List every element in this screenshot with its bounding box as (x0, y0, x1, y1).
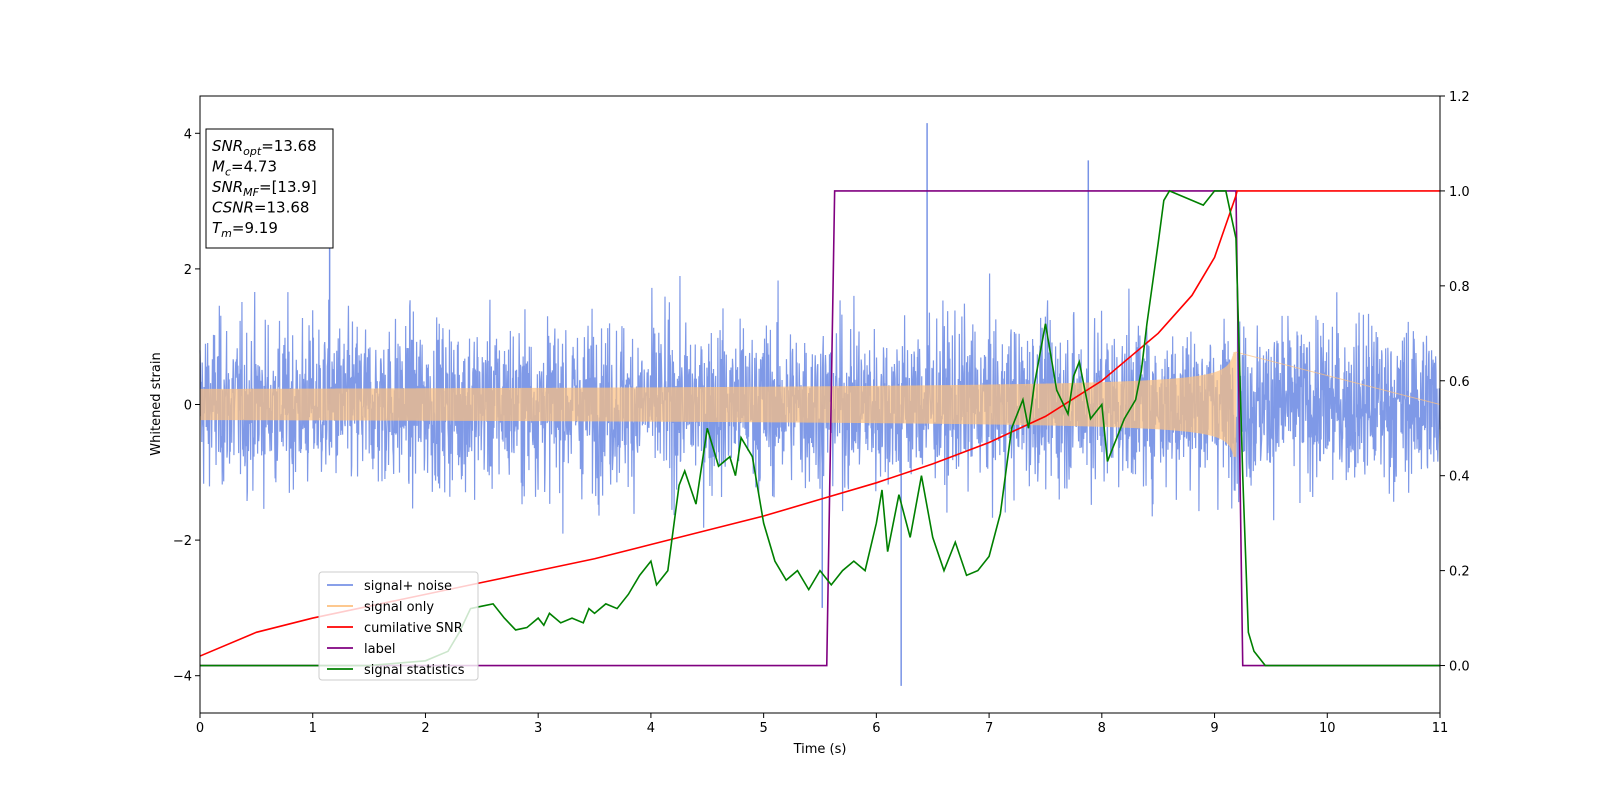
legend-frame (318, 571, 479, 681)
x-tick-label: 3 (534, 721, 542, 736)
x-tick-label: 11 (1432, 721, 1449, 736)
y2-tick-label: 0.2 (1449, 565, 1470, 580)
legend-entry: cumilative SNR (364, 621, 463, 636)
x-tick-label: 10 (1319, 721, 1336, 736)
y-tick-label: 4 (184, 127, 192, 142)
plot-area (199, 123, 1441, 686)
series-signal-statistics (200, 189, 1440, 667)
y2-tick-label: 1.0 (1449, 185, 1470, 200)
x-axis-label: Time (s) (793, 742, 847, 757)
y-tick-label: −2 (173, 534, 192, 549)
series-signal-only (199, 351, 1441, 457)
info-line: SNRMF=[13.9] (212, 178, 317, 199)
y-axis-label: Whitened strain (149, 352, 164, 455)
legend-entry: signal statistics (364, 663, 465, 678)
y-axis-ticks: 4 2 0 −2 −4 (173, 127, 200, 685)
legend-entry: label (364, 642, 395, 657)
info-line: Mc=4.73 (212, 158, 277, 179)
x-tick-label: 4 (647, 721, 655, 736)
legend-entry: signal only (364, 600, 434, 615)
info-line: SNRopt=13.68 (212, 137, 317, 158)
y2-tick-label: 0.6 (1449, 375, 1470, 390)
y2-axis-ticks: 1.2 1.0 0.8 0.6 0.4 0.2 0.0 (1440, 90, 1470, 675)
info-line: Tm=9.19 (212, 219, 278, 240)
y2-tick-label: 0.4 (1449, 470, 1470, 485)
y-tick-label: 0 (184, 399, 192, 414)
x-tick-label: 6 (872, 721, 880, 736)
y2-tick-label: 0.0 (1449, 660, 1470, 675)
y2-tick-label: 1.2 (1449, 90, 1470, 105)
x-axis-ticks: 0 1 2 3 4 5 6 7 8 9 10 11 (196, 713, 1448, 736)
x-tick-label: 8 (1098, 721, 1106, 736)
y-tick-label: −4 (173, 670, 192, 685)
y-tick-label: 2 (184, 263, 192, 278)
x-tick-label: 7 (985, 721, 993, 736)
x-tick-label: 2 (421, 721, 429, 736)
info-box: SNRopt=13.68Mc=4.73SNRMF=[13.9]CSNR=13.6… (205, 128, 334, 249)
legend: signal+ noise signal only cumilative SNR la… (318, 571, 479, 681)
legend-entry: signal+ noise (364, 579, 452, 594)
x-tick-label: 1 (309, 721, 317, 736)
y2-tick-label: 0.8 (1449, 280, 1470, 295)
x-tick-label: 0 (196, 721, 204, 736)
x-tick-label: 9 (1210, 721, 1218, 736)
info-line: CSNR=13.68 (212, 199, 309, 217)
x-tick-label: 5 (759, 721, 767, 736)
info-box-frame (205, 128, 334, 249)
